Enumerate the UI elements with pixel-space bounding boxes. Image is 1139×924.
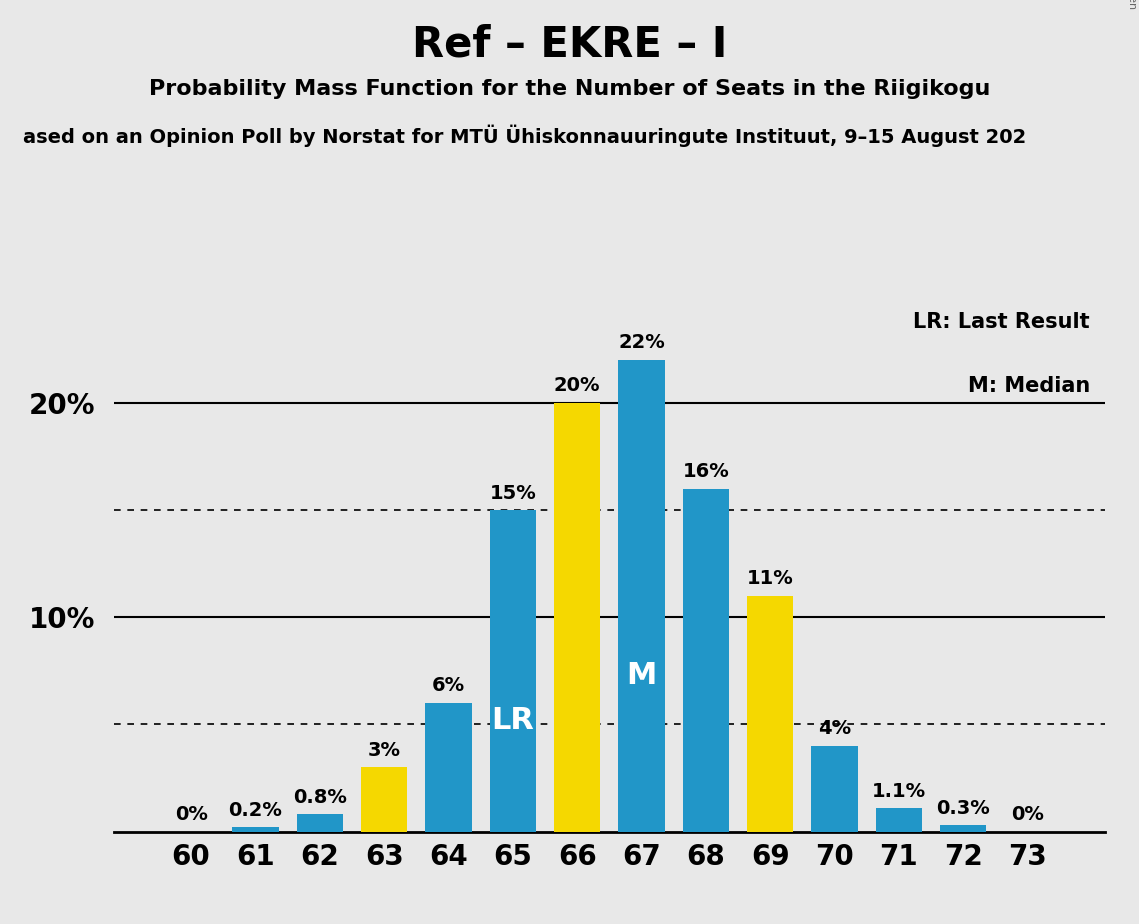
Text: 11%: 11%: [747, 569, 794, 589]
Text: 0.8%: 0.8%: [293, 788, 346, 807]
Text: © 2022 Filip van Laenen: © 2022 Filip van Laenen: [1126, 0, 1137, 9]
Text: Ref – EKRE – I: Ref – EKRE – I: [412, 23, 727, 65]
Text: 4%: 4%: [818, 720, 851, 738]
Text: 0%: 0%: [1011, 805, 1044, 824]
Text: 15%: 15%: [490, 483, 536, 503]
Bar: [490, 510, 536, 832]
Bar: [425, 703, 472, 832]
Bar: [811, 746, 858, 832]
Text: 3%: 3%: [368, 741, 401, 760]
Bar: [682, 489, 729, 832]
Text: M: Median: M: Median: [968, 376, 1090, 396]
Text: 0.3%: 0.3%: [936, 798, 990, 818]
Text: 22%: 22%: [618, 334, 665, 352]
Bar: [940, 825, 986, 832]
Bar: [747, 596, 794, 832]
Text: 0.2%: 0.2%: [229, 801, 282, 820]
Text: 20%: 20%: [554, 376, 600, 395]
Text: 0%: 0%: [174, 805, 207, 824]
Text: ased on an Opinion Poll by Norstat for MTÜ Ühiskonnauuringute Instituut, 9–15 Au: ased on an Opinion Poll by Norstat for M…: [23, 125, 1026, 147]
Text: 1.1%: 1.1%: [871, 782, 926, 800]
Text: LR: LR: [491, 706, 534, 736]
Text: 16%: 16%: [682, 462, 729, 481]
Bar: [296, 814, 343, 832]
Bar: [618, 360, 665, 832]
Text: 6%: 6%: [432, 676, 465, 696]
Bar: [232, 827, 279, 832]
Bar: [876, 808, 923, 832]
Text: LR: Last Result: LR: Last Result: [913, 311, 1090, 332]
Text: M: M: [626, 661, 657, 690]
Text: Probability Mass Function for the Number of Seats in the Riigikogu: Probability Mass Function for the Number…: [149, 79, 990, 99]
Bar: [554, 403, 600, 832]
Bar: [361, 767, 408, 832]
